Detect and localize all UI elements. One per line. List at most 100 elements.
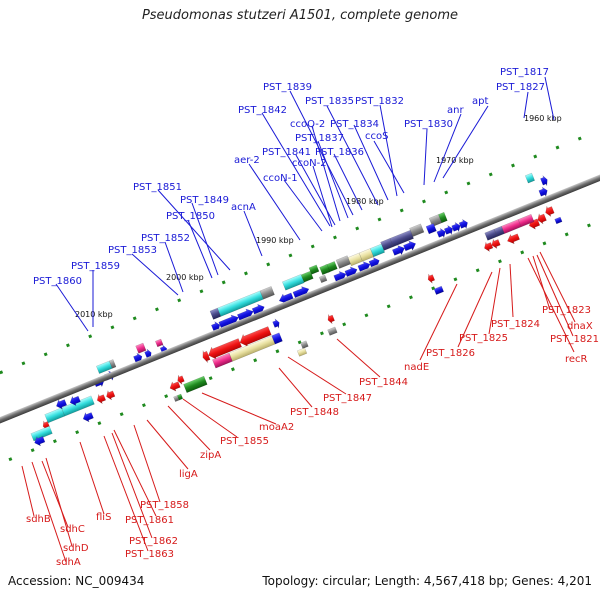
gene-blue-84[interactable] [68, 394, 81, 407]
gene-blue-83[interactable] [81, 411, 94, 424]
gene-grey-45[interactable] [259, 286, 275, 300]
gene-label-sdhD[interactable]: sdhD [63, 543, 89, 554]
gene-blue-1[interactable] [540, 175, 550, 187]
gene-navy-9[interactable] [484, 228, 498, 241]
gene-pink-7[interactable] [501, 219, 522, 234]
gene-label-PST_1850[interactable]: PST_1850 [166, 211, 215, 222]
gene-blue-47[interactable] [218, 313, 240, 330]
gene-label-PST_1855[interactable]: PST_1855 [220, 436, 269, 447]
gene-cyan-81[interactable] [30, 425, 53, 442]
gene-label-zipA[interactable]: zipA [200, 450, 221, 461]
gene-label-PST_1863[interactable]: PST_1863 [125, 549, 174, 560]
gene-red-63[interactable] [176, 374, 185, 386]
gene-blue-30[interactable] [368, 256, 381, 269]
gene-label-PST_1832[interactable]: PST_1832 [355, 96, 404, 107]
gene-label-aer-2[interactable]: aer-2 [234, 155, 260, 166]
gene-label-PST_1830[interactable]: PST_1830 [404, 119, 453, 130]
gene-blue-61[interactable] [272, 318, 281, 330]
gene-label-PST_1862[interactable]: PST_1862 [129, 536, 178, 547]
gene-navy-46[interactable] [209, 307, 222, 320]
gene-green-35[interactable] [319, 264, 331, 276]
gene-label-PST_1835[interactable]: PST_1835 [305, 96, 354, 107]
gene-red-4[interactable] [536, 212, 548, 225]
gene-label-PST_1852[interactable]: PST_1852 [141, 233, 190, 244]
gene-pink-67[interactable] [135, 342, 147, 354]
gene-label-ccoN-1[interactable]: ccoN-1 [263, 173, 298, 184]
gene-red-56[interactable] [206, 337, 242, 362]
gene-label-PST_1837[interactable]: PST_1837 [295, 133, 344, 144]
gene-label-PST_1821[interactable]: PST_1821 [550, 334, 599, 345]
gene-label-ccoN-2[interactable]: ccoN-2 [292, 158, 327, 169]
gene-label-sdhA[interactable]: sdhA [56, 557, 81, 568]
gene-khaki-54[interactable] [296, 347, 308, 357]
gene-red-11[interactable] [490, 238, 501, 250]
gene-label-recR[interactable]: recR [565, 354, 588, 365]
gene-label-PST_1861[interactable]: PST_1861 [125, 515, 174, 526]
gene-red-3[interactable] [544, 205, 556, 218]
gene-label-ccoQ-2[interactable]: ccoQ-2 [290, 119, 325, 130]
gene-label-acnA[interactable]: acnA [231, 202, 256, 213]
gene-label-dnaX[interactable]: dnaX [567, 321, 593, 332]
gene-label-ligA[interactable]: ligA [179, 469, 198, 480]
gene-label-PST_1825[interactable]: PST_1825 [459, 333, 508, 344]
gene-label-sdhC[interactable]: sdhC [60, 524, 85, 535]
gene-label-PST_1834[interactable]: PST_1834 [330, 119, 379, 130]
gene-blue-16[interactable] [425, 223, 437, 235]
gene-label-PST_1844[interactable]: PST_1844 [359, 377, 408, 388]
gene-label-PST_1826[interactable]: PST_1826 [426, 348, 475, 359]
gene-grey-73[interactable] [109, 359, 117, 369]
gene-red-79[interactable] [95, 393, 107, 405]
gene-blue-13[interactable] [554, 216, 563, 225]
gene-pink-70[interactable] [155, 338, 164, 348]
gene-label-sdhB[interactable]: sdhB [26, 514, 51, 525]
gene-label-ccoS[interactable]: ccoS [365, 131, 388, 142]
gene-label-PST_1848[interactable]: PST_1848 [290, 407, 339, 418]
gene-label-PST_1839[interactable]: PST_1839 [263, 82, 312, 93]
gene-blue-20[interactable] [458, 218, 469, 230]
gene-pink-59[interactable] [212, 352, 233, 369]
gene-label-PST_1842[interactable]: PST_1842 [238, 105, 287, 116]
gene-cyan-77[interactable] [44, 407, 66, 424]
gene-label-PST_1860[interactable]: PST_1860 [33, 276, 82, 287]
gene-label-PST_1841[interactable]: PST_1841 [262, 147, 311, 158]
gene-blue-60[interactable] [271, 332, 283, 345]
gene-grey-52[interactable] [327, 326, 338, 336]
gene-red-42[interactable] [426, 273, 436, 285]
gene-red-55[interactable] [238, 325, 273, 349]
gene-label-moaA2[interactable]: moaA2 [259, 422, 294, 433]
gene-blue-2[interactable] [538, 186, 549, 198]
gene-label-PST_1827[interactable]: PST_1827 [496, 82, 545, 93]
gene-label-PST_1858[interactable]: PST_1858 [140, 500, 189, 511]
gene-label-anr[interactable]: anr [447, 105, 464, 116]
gene-label-PST_1823[interactable]: PST_1823 [542, 305, 591, 316]
gene-blue-19[interactable] [451, 221, 462, 233]
gene-label-PST_1859[interactable]: PST_1859 [71, 261, 120, 272]
gene-blue-85[interactable] [54, 398, 68, 411]
gene-grey-29[interactable] [335, 255, 351, 269]
gene-grey-36[interactable] [318, 274, 328, 284]
gene-green-62[interactable] [183, 375, 208, 393]
gene-cyan-0[interactable] [524, 172, 535, 184]
gene-blue-17[interactable] [436, 227, 447, 239]
gene-green-15[interactable] [438, 211, 448, 224]
gene-label-PST_1851[interactable]: PST_1851 [133, 182, 182, 193]
gene-blue-43[interactable] [433, 285, 444, 295]
gene-blue-25[interactable] [403, 239, 418, 253]
gene-label-fliS[interactable]: fliS [96, 512, 111, 523]
gene-blue-24[interactable] [392, 243, 407, 257]
gene-label-PST_1817[interactable]: PST_1817 [500, 67, 549, 78]
gene-label-PST_1824[interactable]: PST_1824 [491, 319, 540, 330]
gene-blue-82[interactable] [33, 435, 46, 448]
gene-red-12[interactable] [506, 232, 521, 246]
gene-label-PST_1847[interactable]: PST_1847 [323, 393, 372, 404]
gene-green-38[interactable] [308, 264, 320, 275]
gene-grey-66[interactable] [173, 395, 180, 402]
gene-red-64[interactable] [168, 380, 181, 393]
gene-red-80[interactable] [105, 389, 116, 401]
gene-blue-50[interactable] [211, 320, 222, 332]
gene-grey-53[interactable] [300, 340, 309, 349]
gene-red-51[interactable] [326, 313, 335, 325]
gene-label-PST_1849[interactable]: PST_1849 [180, 195, 229, 206]
gene-label-PST_1836[interactable]: PST_1836 [315, 147, 364, 158]
gene-blue-18[interactable] [443, 224, 454, 236]
